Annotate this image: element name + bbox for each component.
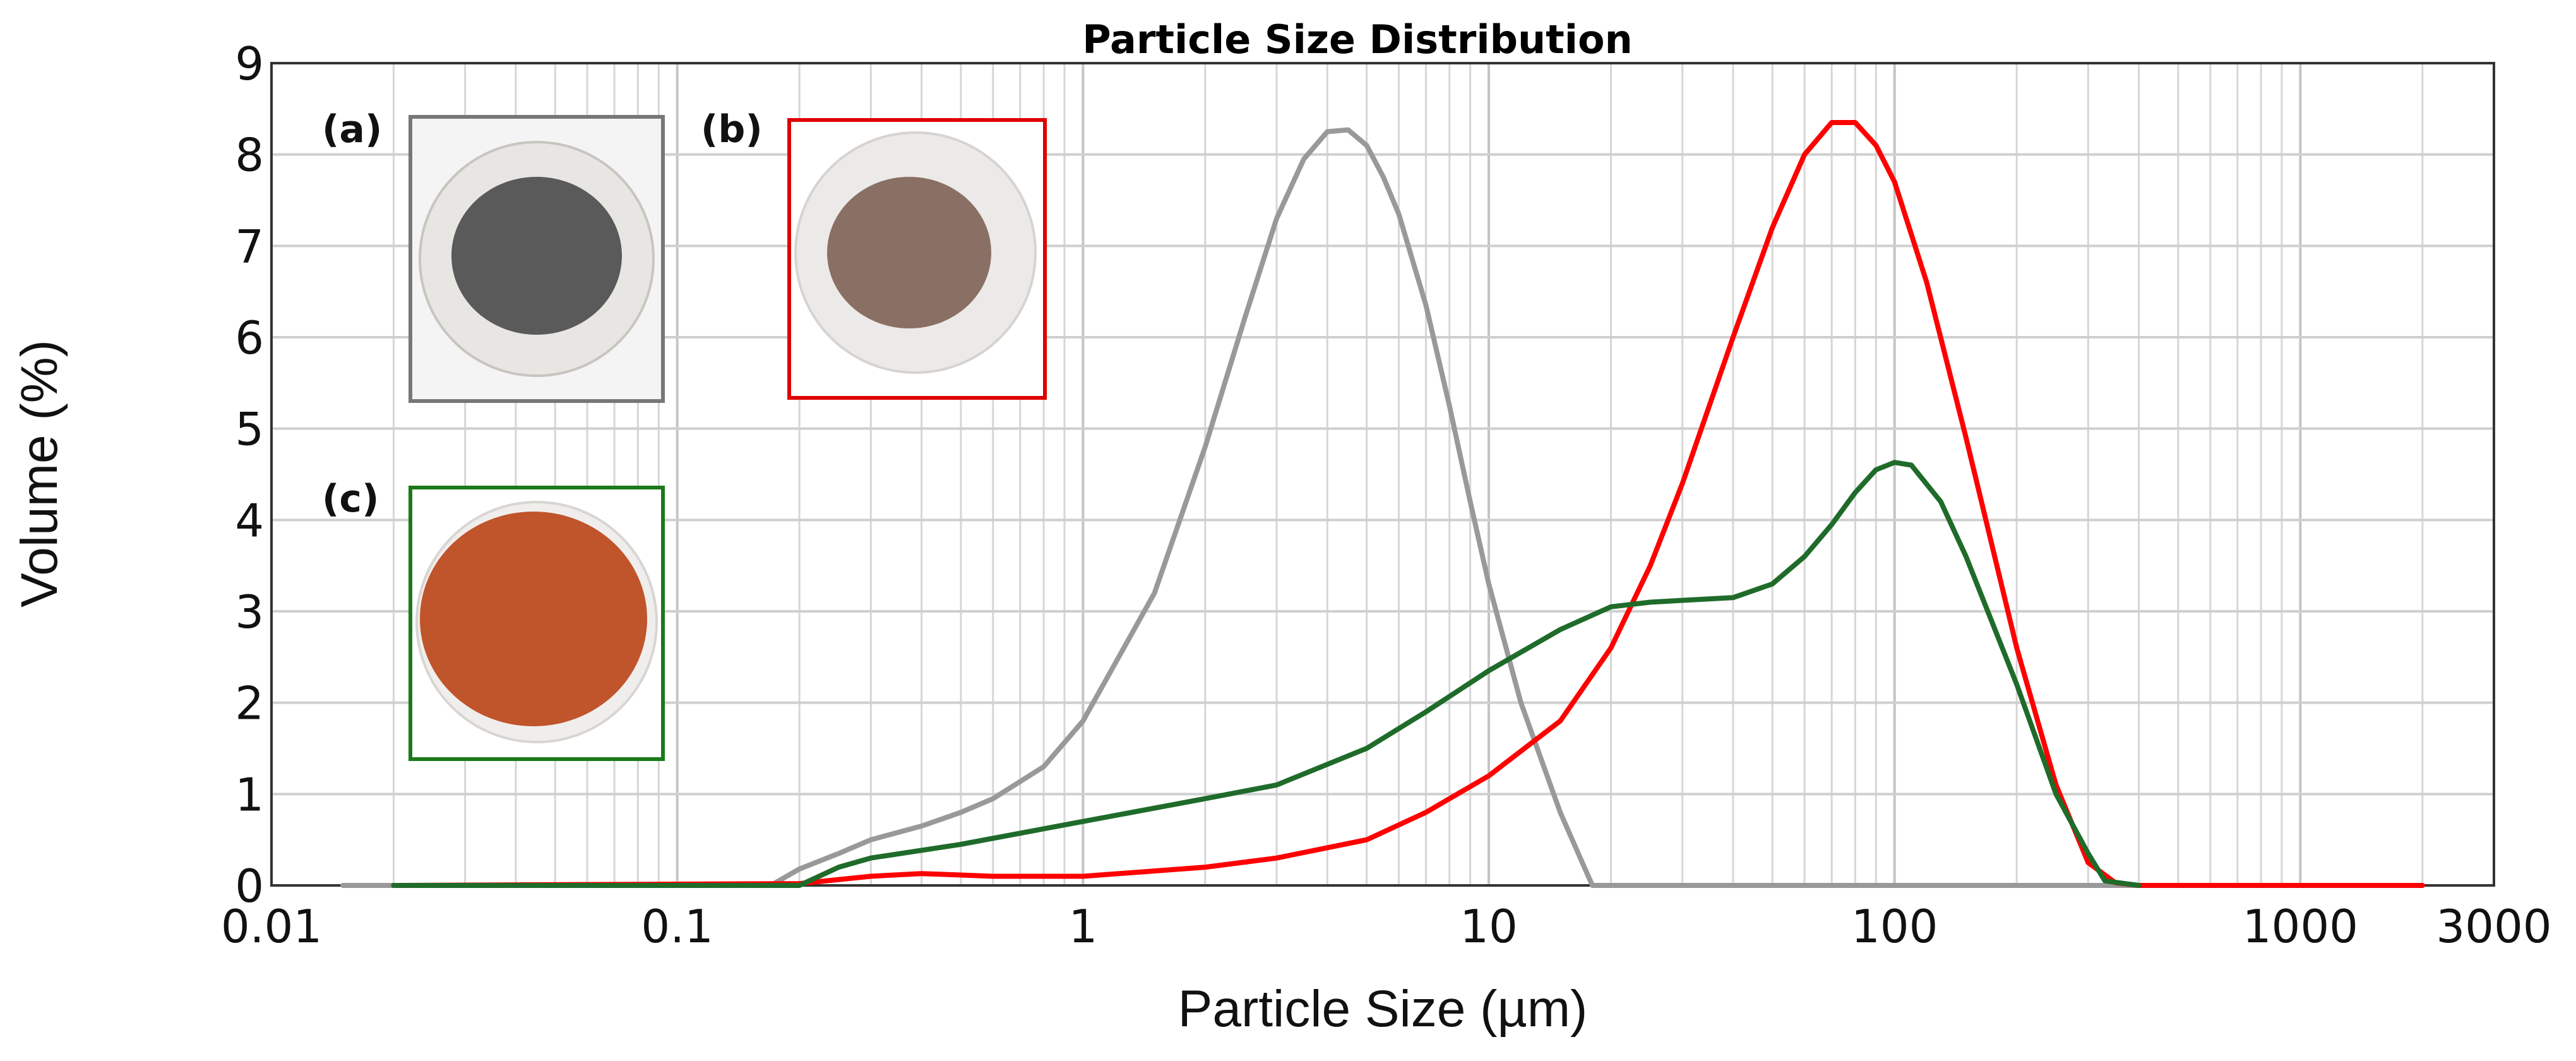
x-tick-label: 10 xyxy=(1460,900,1518,953)
y-tick-label: 7 xyxy=(235,220,264,273)
inset-c-powder xyxy=(420,512,647,726)
chart-title: Particle Size Distribution xyxy=(1082,16,1633,63)
inset-b-label: (b) xyxy=(701,107,763,152)
inset-b-powder xyxy=(827,177,991,328)
y-tick-label: 3 xyxy=(235,585,264,638)
y-tick-label: 2 xyxy=(235,677,264,730)
x-tick-labels: 0.01 0.1 1 10 100 1000 3000 xyxy=(221,900,2552,953)
x-tick-label: 100 xyxy=(1851,900,1938,953)
x-axis-label: Particle Size (µm) xyxy=(1178,980,1588,1038)
series-line-3 xyxy=(391,460,2142,888)
inset-c-label: (c) xyxy=(322,477,379,521)
y-tick-label: 5 xyxy=(235,403,264,456)
inset-a-label: (a) xyxy=(322,107,382,152)
y-tick-label: 8 xyxy=(235,129,264,182)
inset-b: (b) xyxy=(701,107,1047,400)
x-tick-label: 0.01 xyxy=(221,900,322,953)
x-tick-label: 3000 xyxy=(2436,900,2551,953)
series-line-1 xyxy=(340,127,2142,888)
y-tick-label: 6 xyxy=(235,311,264,364)
inset-a-powder xyxy=(451,177,622,335)
series-line-2 xyxy=(391,120,2425,888)
y-axis-label: Volume (%) xyxy=(11,340,68,608)
y-tick-label: 0 xyxy=(235,860,264,913)
y-tick-label: 4 xyxy=(235,494,264,547)
y-tick-label: 1 xyxy=(235,768,264,821)
y-tick-labels: 0 1 2 3 4 5 6 7 8 9 xyxy=(235,37,264,913)
plot-frame xyxy=(270,62,2495,887)
series-lines xyxy=(340,120,2425,888)
inset-c: (c) xyxy=(322,477,665,761)
y-tick-label: 9 xyxy=(235,37,264,90)
x-tick-label: 1 xyxy=(1068,900,1097,953)
x-tick-label: 1000 xyxy=(2243,900,2358,953)
x-tick-label: 0.1 xyxy=(641,900,713,953)
inset-a: (a) xyxy=(322,107,665,403)
